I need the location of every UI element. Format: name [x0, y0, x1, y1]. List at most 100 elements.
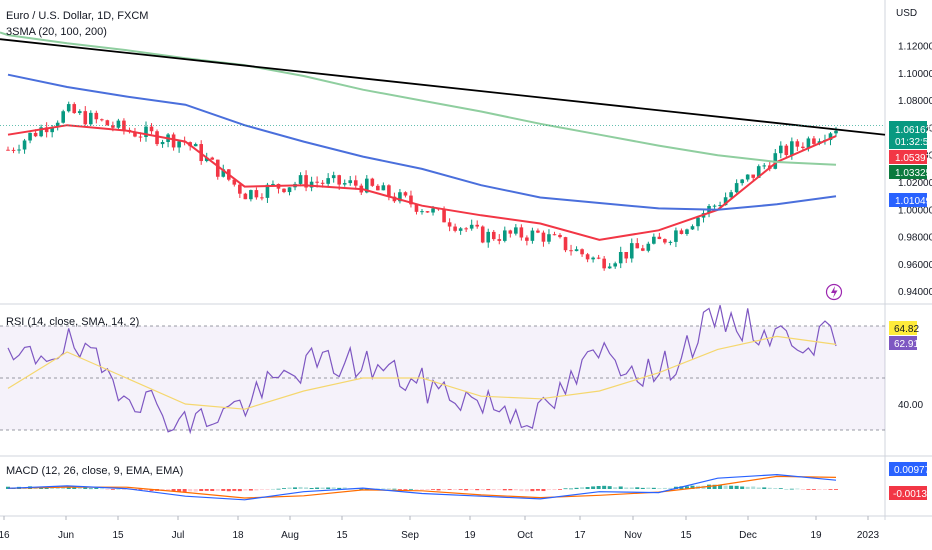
macd-histogram-bar — [425, 489, 430, 490]
candle-body — [254, 190, 259, 198]
time-axis-tick: 18 — [232, 530, 244, 541]
chart-title: Euro / U.S. Dollar, 1D, FXCM — [6, 10, 148, 22]
candle-body — [6, 149, 10, 151]
macd-histogram-bar — [784, 488, 789, 490]
time-axis-tick: 19 — [464, 530, 476, 541]
macd-histogram-bar — [491, 489, 496, 491]
price-axis-tick: 1.12000 — [898, 42, 932, 53]
candle-body — [469, 224, 474, 229]
macd-histogram-bar — [221, 489, 226, 491]
candle-body — [425, 211, 430, 213]
macd-histogram-bar — [116, 488, 121, 490]
macd-histogram-bar — [552, 489, 557, 491]
macd-histogram-bar — [204, 489, 209, 491]
candle-body — [55, 122, 60, 128]
macd-histogram-bar — [309, 487, 314, 489]
macd-histogram-bar — [767, 487, 772, 489]
macd-histogram-bar — [789, 488, 794, 490]
candle-body — [475, 224, 479, 227]
macd-histogram-bar — [519, 489, 524, 492]
time-axis-tick: Aug — [281, 530, 299, 541]
candle-body — [453, 226, 457, 231]
macd-histogram-bar — [447, 489, 452, 490]
candle-body — [122, 120, 126, 130]
macd-histogram-bar — [563, 488, 568, 490]
candle-body — [94, 112, 99, 120]
macd-histogram-bar — [110, 489, 115, 490]
macd-histogram-bar — [558, 489, 562, 490]
candle-body — [569, 250, 573, 252]
macd-line — [7, 473, 837, 501]
candle-body — [558, 234, 562, 238]
macd-histogram-bar — [94, 487, 99, 489]
macd-histogram-bar — [822, 489, 827, 490]
candle-body — [138, 136, 143, 138]
svg-text:-0.00136: -0.00136 — [893, 489, 932, 500]
candle-body — [685, 229, 689, 234]
macd-histogram-bar — [293, 487, 298, 489]
macd-histogram-bar — [635, 487, 640, 489]
candle-body — [464, 228, 468, 230]
macd-histogram-bar — [243, 489, 248, 491]
grid — [0, 0, 932, 520]
lightning-icon[interactable] — [825, 283, 843, 301]
candle-body — [657, 236, 662, 240]
macd-histogram-bar — [524, 489, 529, 492]
macd-histogram-bar — [182, 489, 187, 492]
macd-histogram-bar — [226, 489, 231, 492]
macd-histogram-bar — [530, 489, 535, 492]
time-axis-tick: 17 — [574, 530, 586, 541]
candle-body — [232, 179, 237, 185]
rsi-band — [0, 326, 885, 430]
macd-histogram-bar — [397, 489, 402, 490]
macd-histogram-bar — [541, 489, 546, 492]
macd-histogram-bar — [105, 489, 110, 490]
candle-body — [790, 141, 794, 156]
macd-histogram-bar — [331, 487, 336, 489]
macd-histogram-bar — [232, 489, 237, 491]
candle-body — [331, 175, 336, 179]
macd-histogram-bar — [607, 486, 612, 489]
candle-body — [11, 149, 16, 151]
candle-body — [580, 249, 584, 255]
candle-body — [668, 241, 673, 243]
candle-body — [431, 208, 435, 213]
candle-body — [591, 257, 595, 260]
macd-histogram-bar — [210, 489, 215, 491]
last-price: 1.06162 — [895, 125, 932, 136]
candle-body — [177, 141, 181, 148]
macd-histogram-bar — [88, 488, 93, 490]
macd-histogram-bar — [166, 489, 171, 491]
macd-histogram-bar — [248, 489, 253, 491]
candle-body — [828, 133, 833, 141]
candle-body — [806, 138, 811, 148]
time-axis-tick: Nov — [624, 530, 642, 541]
candle-body — [491, 231, 496, 240]
rsi-value-tag: 64.82 — [889, 321, 919, 335]
macd-histogram-bar — [414, 489, 419, 490]
candle-body — [756, 166, 761, 178]
macd-hist-value-tag: -0.00136 — [889, 486, 932, 500]
candle-body — [447, 222, 452, 227]
candle-body — [22, 140, 27, 150]
rsi-pane[interactable] — [0, 305, 885, 435]
macd-histogram-bar — [215, 489, 220, 491]
candle-body — [309, 181, 314, 188]
candle-body — [690, 226, 695, 230]
macd-histogram-bar — [591, 486, 596, 489]
macd-histogram-bar — [795, 488, 800, 490]
price-pane[interactable] — [0, 31, 886, 271]
candle-body — [160, 141, 165, 145]
macd-histogram-bar — [480, 489, 485, 491]
macd-histogram-bar — [431, 489, 436, 490]
candle-body — [17, 149, 21, 151]
candle-body — [629, 243, 634, 259]
svg-text:1.03325: 1.03325 — [895, 168, 932, 179]
price-axis-tick: 1.00000 — [898, 205, 932, 216]
macd-histogram-bar — [684, 486, 689, 489]
macd-histogram-bar — [408, 488, 413, 490]
macd-pane[interactable] — [6, 473, 838, 501]
macd-value-tag: 0.00977 — [889, 462, 931, 476]
time-axis-tick: 19 — [810, 530, 822, 541]
